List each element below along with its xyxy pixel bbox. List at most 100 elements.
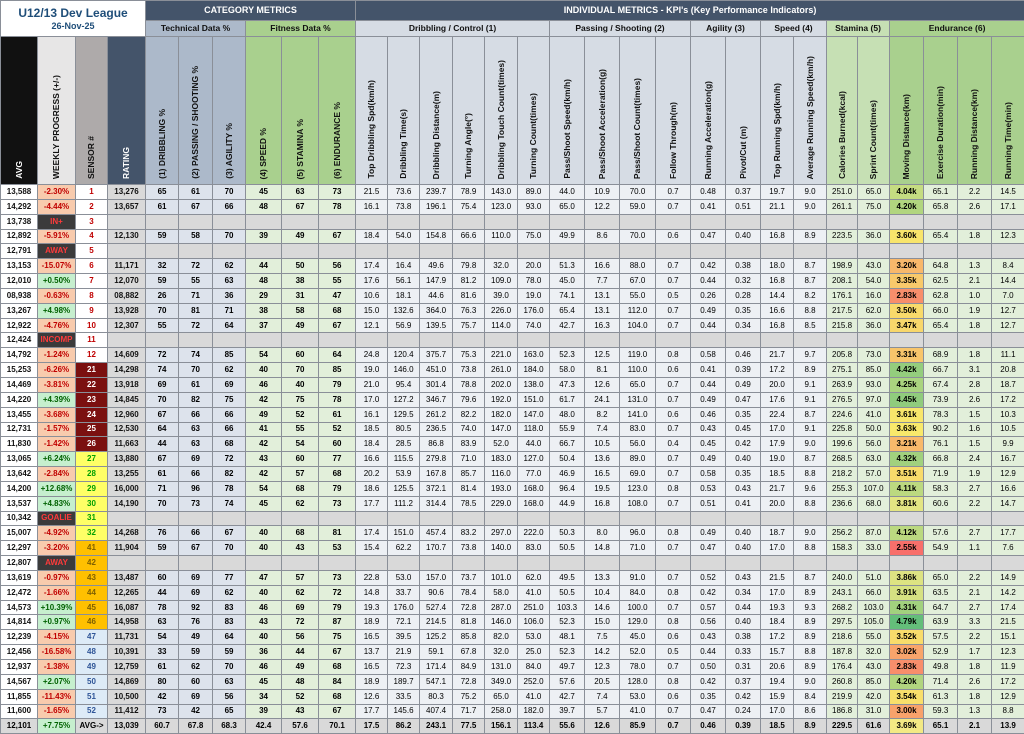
group-header: Technical Data % [145,20,247,37]
cell: 11,855 [0,688,38,705]
cell: -4.92% [37,525,76,542]
cell: 74 [178,347,214,364]
cell: 69 [178,569,214,586]
cell: 86.8 [419,436,454,453]
cell: -1.38% [37,659,76,675]
average-cell: 2.1 [957,718,993,734]
column-header: Sprint Count(times) [857,36,891,185]
cell: 0.6 [655,688,692,705]
empty-cell [857,213,891,230]
cell: 15.9 [760,688,795,705]
cell: 39 [245,228,283,245]
cell: 50.4 [549,451,586,468]
cell: 17.4 [355,258,389,275]
cell: 33.5 [387,688,421,705]
cell: 66 [178,466,214,482]
empty-cell [106,213,147,230]
cell: 32 [75,525,108,542]
cell: 19.5 [584,480,621,497]
cell: 83.9 [452,436,486,453]
cell: 67 [281,198,320,215]
cell: 68.9 [923,347,959,364]
cell: 13.7 [355,644,389,660]
cell: 0.37 [725,673,762,690]
empty-cell [245,510,283,527]
cell: 141.0 [619,406,657,423]
column-label: Top Running Spd(km/h) [771,83,782,179]
cell: 0.42 [690,673,727,690]
empty-cell [245,555,283,571]
cell: 36 [212,287,247,304]
cell: 127.0 [517,451,551,468]
cell: 21.5 [991,614,1024,631]
cell: 08,938 [0,287,38,304]
cell: 55.0 [619,287,657,304]
average-cell: 67.8 [178,718,214,734]
cell: AWAY [37,243,76,260]
cell: 59 [178,644,214,660]
cell: 8.1 [584,362,621,378]
cell: 14.8 [355,584,389,601]
cell: 25 [75,421,108,438]
cell: 226.0 [484,302,519,319]
cell: 85.8 [452,629,486,646]
player-row: 14,469 -3.81% 22 13,918 69 61 69 46 40 79 21.0 95.4… [0,376,1024,393]
cell: 14.4 [760,287,795,304]
cell: 51.0 [857,569,891,586]
cell: 46 [75,614,108,631]
cell: 547.1 [419,673,454,690]
cell: 104.0 [619,317,657,334]
empty-cell [655,510,692,527]
cell: 82.0 [484,629,519,646]
cell: 15,007 [0,525,38,542]
cell: 75.0 [857,198,891,215]
cell: 96.0 [619,525,657,542]
cell: 33.0 [857,540,891,557]
cell: 73 [145,703,180,720]
cell: 63 [178,421,214,438]
cell: 8.2 [793,287,828,304]
cell: 0.49 [690,451,727,468]
cell: 51 [75,688,108,705]
cell: 239.7 [419,184,454,200]
cell: 14.6 [584,599,621,616]
cell: 75 [212,391,247,408]
cell: 54.0 [387,228,421,245]
cell: +4.98% [37,302,76,319]
cell: 36.0 [857,228,891,245]
cell: 9.1 [793,421,828,438]
cell: 13,928 [106,302,147,319]
cell: 7.6 [991,540,1024,557]
cell: 2.1 [957,584,993,601]
cell: 243.1 [826,584,859,601]
empty-cell [826,243,859,260]
cell: 13,918 [106,376,147,393]
cell: 0.7 [655,258,692,275]
cell: 26 [75,436,108,453]
cell: 0.7 [655,495,692,512]
empty-cell [889,510,925,527]
cell: 19.0 [517,287,551,304]
empty-cell [387,243,421,260]
cell: 18.0 [760,258,795,275]
cell: 89.0 [619,451,657,468]
cell: 15,253 [0,362,38,378]
cell: 19.3 [355,599,389,616]
cell: 255.3 [826,480,859,497]
cell: 58 [281,302,320,319]
cell: 261.1 [826,198,859,215]
group-header: Stamina (5) [826,20,891,37]
cell: 0.40 [725,540,762,557]
player-row: 12,424 INCOMP 11 [0,332,1024,349]
cell: 83.0 [517,540,551,557]
cell: 31 [75,510,108,527]
cell: 0.8 [655,347,692,364]
cell: 17.4 [355,525,389,542]
cell: 21.5 [355,184,389,200]
cell: 3.50k [889,302,925,319]
cell: 147.9 [419,273,454,289]
empty-cell [857,332,891,349]
cell: 12,424 [0,332,38,349]
cell: 28.5 [387,436,421,453]
cell: 14,220 [0,391,38,408]
